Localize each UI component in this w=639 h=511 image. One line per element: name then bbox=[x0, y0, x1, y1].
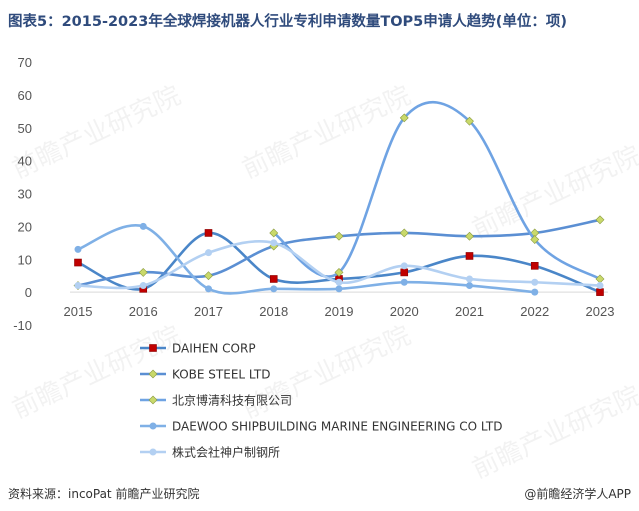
data-point-legend bbox=[149, 344, 157, 352]
data-point-circle bbox=[205, 285, 212, 293]
y-tick-label: 10 bbox=[18, 252, 32, 267]
y-tick-label: 0 bbox=[25, 285, 32, 300]
y-tick-label: 60 bbox=[18, 88, 32, 103]
x-tick-label: 2023 bbox=[586, 304, 615, 319]
data-point-diamond bbox=[138, 267, 148, 277]
brand-label: @前瞻经济学人APP bbox=[524, 487, 631, 501]
data-point-diamond bbox=[334, 267, 344, 277]
data-point-circle bbox=[335, 285, 343, 293]
y-tick-label: 40 bbox=[18, 154, 32, 169]
legend-label: 株式会社神户制钢所 bbox=[172, 445, 280, 460]
series-5 bbox=[74, 239, 604, 290]
legend-item: 北京博清科技有限公司 bbox=[140, 393, 292, 408]
data-point-diamond bbox=[334, 231, 344, 241]
x-tick-label: 2020 bbox=[390, 304, 419, 319]
data-point-legend bbox=[149, 422, 157, 430]
chart-title: 图表5：2015-2023年全球焊接机器人行业专利申请数量TOP5申请人趋势(单… bbox=[8, 14, 568, 30]
data-point-diamond bbox=[399, 113, 409, 123]
data-point-square bbox=[204, 229, 213, 237]
legend-label: DAIHEN CORP bbox=[172, 342, 256, 356]
data-point-circle bbox=[139, 222, 147, 230]
data-point-circle bbox=[335, 278, 343, 286]
data-point-circle bbox=[205, 249, 212, 257]
data-point-circle bbox=[400, 278, 408, 286]
legend-item: KOBE STEEL LTD bbox=[140, 368, 271, 382]
x-tick-label: 2019 bbox=[325, 304, 354, 319]
legend-item: 株式会社神户制钢所 bbox=[140, 445, 280, 460]
data-point-diamond bbox=[595, 215, 605, 225]
y-tick-label: 70 bbox=[18, 55, 32, 70]
data-point-legend bbox=[148, 369, 158, 379]
y-axis: -10 0 10 20 30 40 50 60 70 bbox=[13, 55, 32, 333]
data-point-diamond bbox=[465, 116, 474, 126]
data-point-diamond bbox=[204, 271, 213, 281]
data-point-circle bbox=[466, 275, 473, 283]
x-tick-label: 2018 bbox=[259, 304, 288, 319]
data-point-square bbox=[400, 268, 409, 277]
data-point-square bbox=[74, 258, 82, 267]
legend-label: KOBE STEEL LTD bbox=[172, 368, 271, 382]
data-point-square bbox=[465, 252, 474, 260]
data-point-diamond bbox=[530, 235, 540, 244]
x-tick-label: 2016 bbox=[129, 304, 158, 319]
y-tick-label: 50 bbox=[18, 121, 32, 136]
data-point-circle bbox=[596, 282, 604, 290]
x-tick-label: 2022 bbox=[520, 304, 549, 319]
data-point-circle bbox=[74, 245, 82, 253]
data-point-square bbox=[596, 288, 604, 296]
watermark-text: 前瞻产业研究院 bbox=[238, 81, 416, 185]
data-point-diamond bbox=[269, 228, 279, 238]
source-note: 资料来源：incoPat 前瞻产业研究院 bbox=[8, 487, 200, 501]
data-point-square bbox=[269, 275, 278, 283]
data-point-circle bbox=[139, 282, 147, 290]
legend-item: DAEWOO SHIPBUILDING MARINE ENGINEERING C… bbox=[140, 420, 502, 434]
data-point-circle bbox=[270, 285, 278, 293]
data-point-square bbox=[530, 262, 539, 270]
data-point-legend bbox=[149, 448, 157, 456]
watermark-text: 前瞻产业研究院 bbox=[8, 81, 186, 185]
data-point-circle bbox=[466, 282, 473, 290]
series-lines bbox=[73, 101, 605, 296]
y-tick-label: 30 bbox=[18, 187, 32, 202]
legend-label: 北京博清科技有限公司 bbox=[172, 393, 292, 408]
series-4 bbox=[74, 222, 539, 296]
x-axis: 2015 2016 2017 2018 2019 2020 2021 2022 2023 bbox=[64, 304, 615, 319]
data-point-circle bbox=[270, 239, 278, 247]
data-point-circle bbox=[531, 278, 539, 286]
y-tick-label: 20 bbox=[18, 219, 32, 234]
legend: DAIHEN CORP KOBE STEEL LTD 北京博清科技有限公司 DAEWO… bbox=[140, 342, 502, 460]
data-point-circle bbox=[74, 282, 82, 290]
legend-label: DAEWOO SHIPBUILDING MARINE ENGINEERING C… bbox=[172, 420, 502, 434]
x-tick-label: 2021 bbox=[455, 304, 484, 319]
legend-item: DAIHEN CORP bbox=[140, 342, 256, 356]
data-point-diamond bbox=[399, 228, 409, 238]
x-tick-label: 2015 bbox=[64, 304, 93, 319]
series-line bbox=[76, 224, 537, 295]
data-point-legend bbox=[148, 395, 158, 405]
y-tick-label: -10 bbox=[13, 318, 32, 333]
x-tick-label: 2017 bbox=[194, 304, 223, 319]
data-point-circle bbox=[400, 262, 408, 270]
data-point-circle bbox=[531, 288, 539, 296]
series-3 bbox=[269, 101, 605, 284]
data-point-diamond bbox=[465, 231, 474, 241]
